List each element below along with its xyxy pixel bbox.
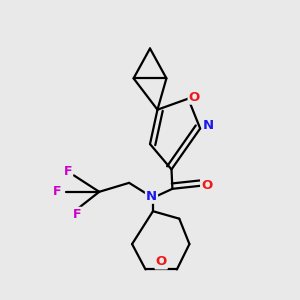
Text: N: N: [203, 119, 214, 132]
Text: O: O: [189, 91, 200, 103]
Text: F: F: [73, 208, 81, 221]
Text: F: F: [53, 185, 62, 198]
Text: O: O: [156, 256, 167, 268]
Text: N: N: [146, 190, 157, 203]
Text: O: O: [201, 179, 212, 192]
Text: F: F: [64, 165, 72, 178]
